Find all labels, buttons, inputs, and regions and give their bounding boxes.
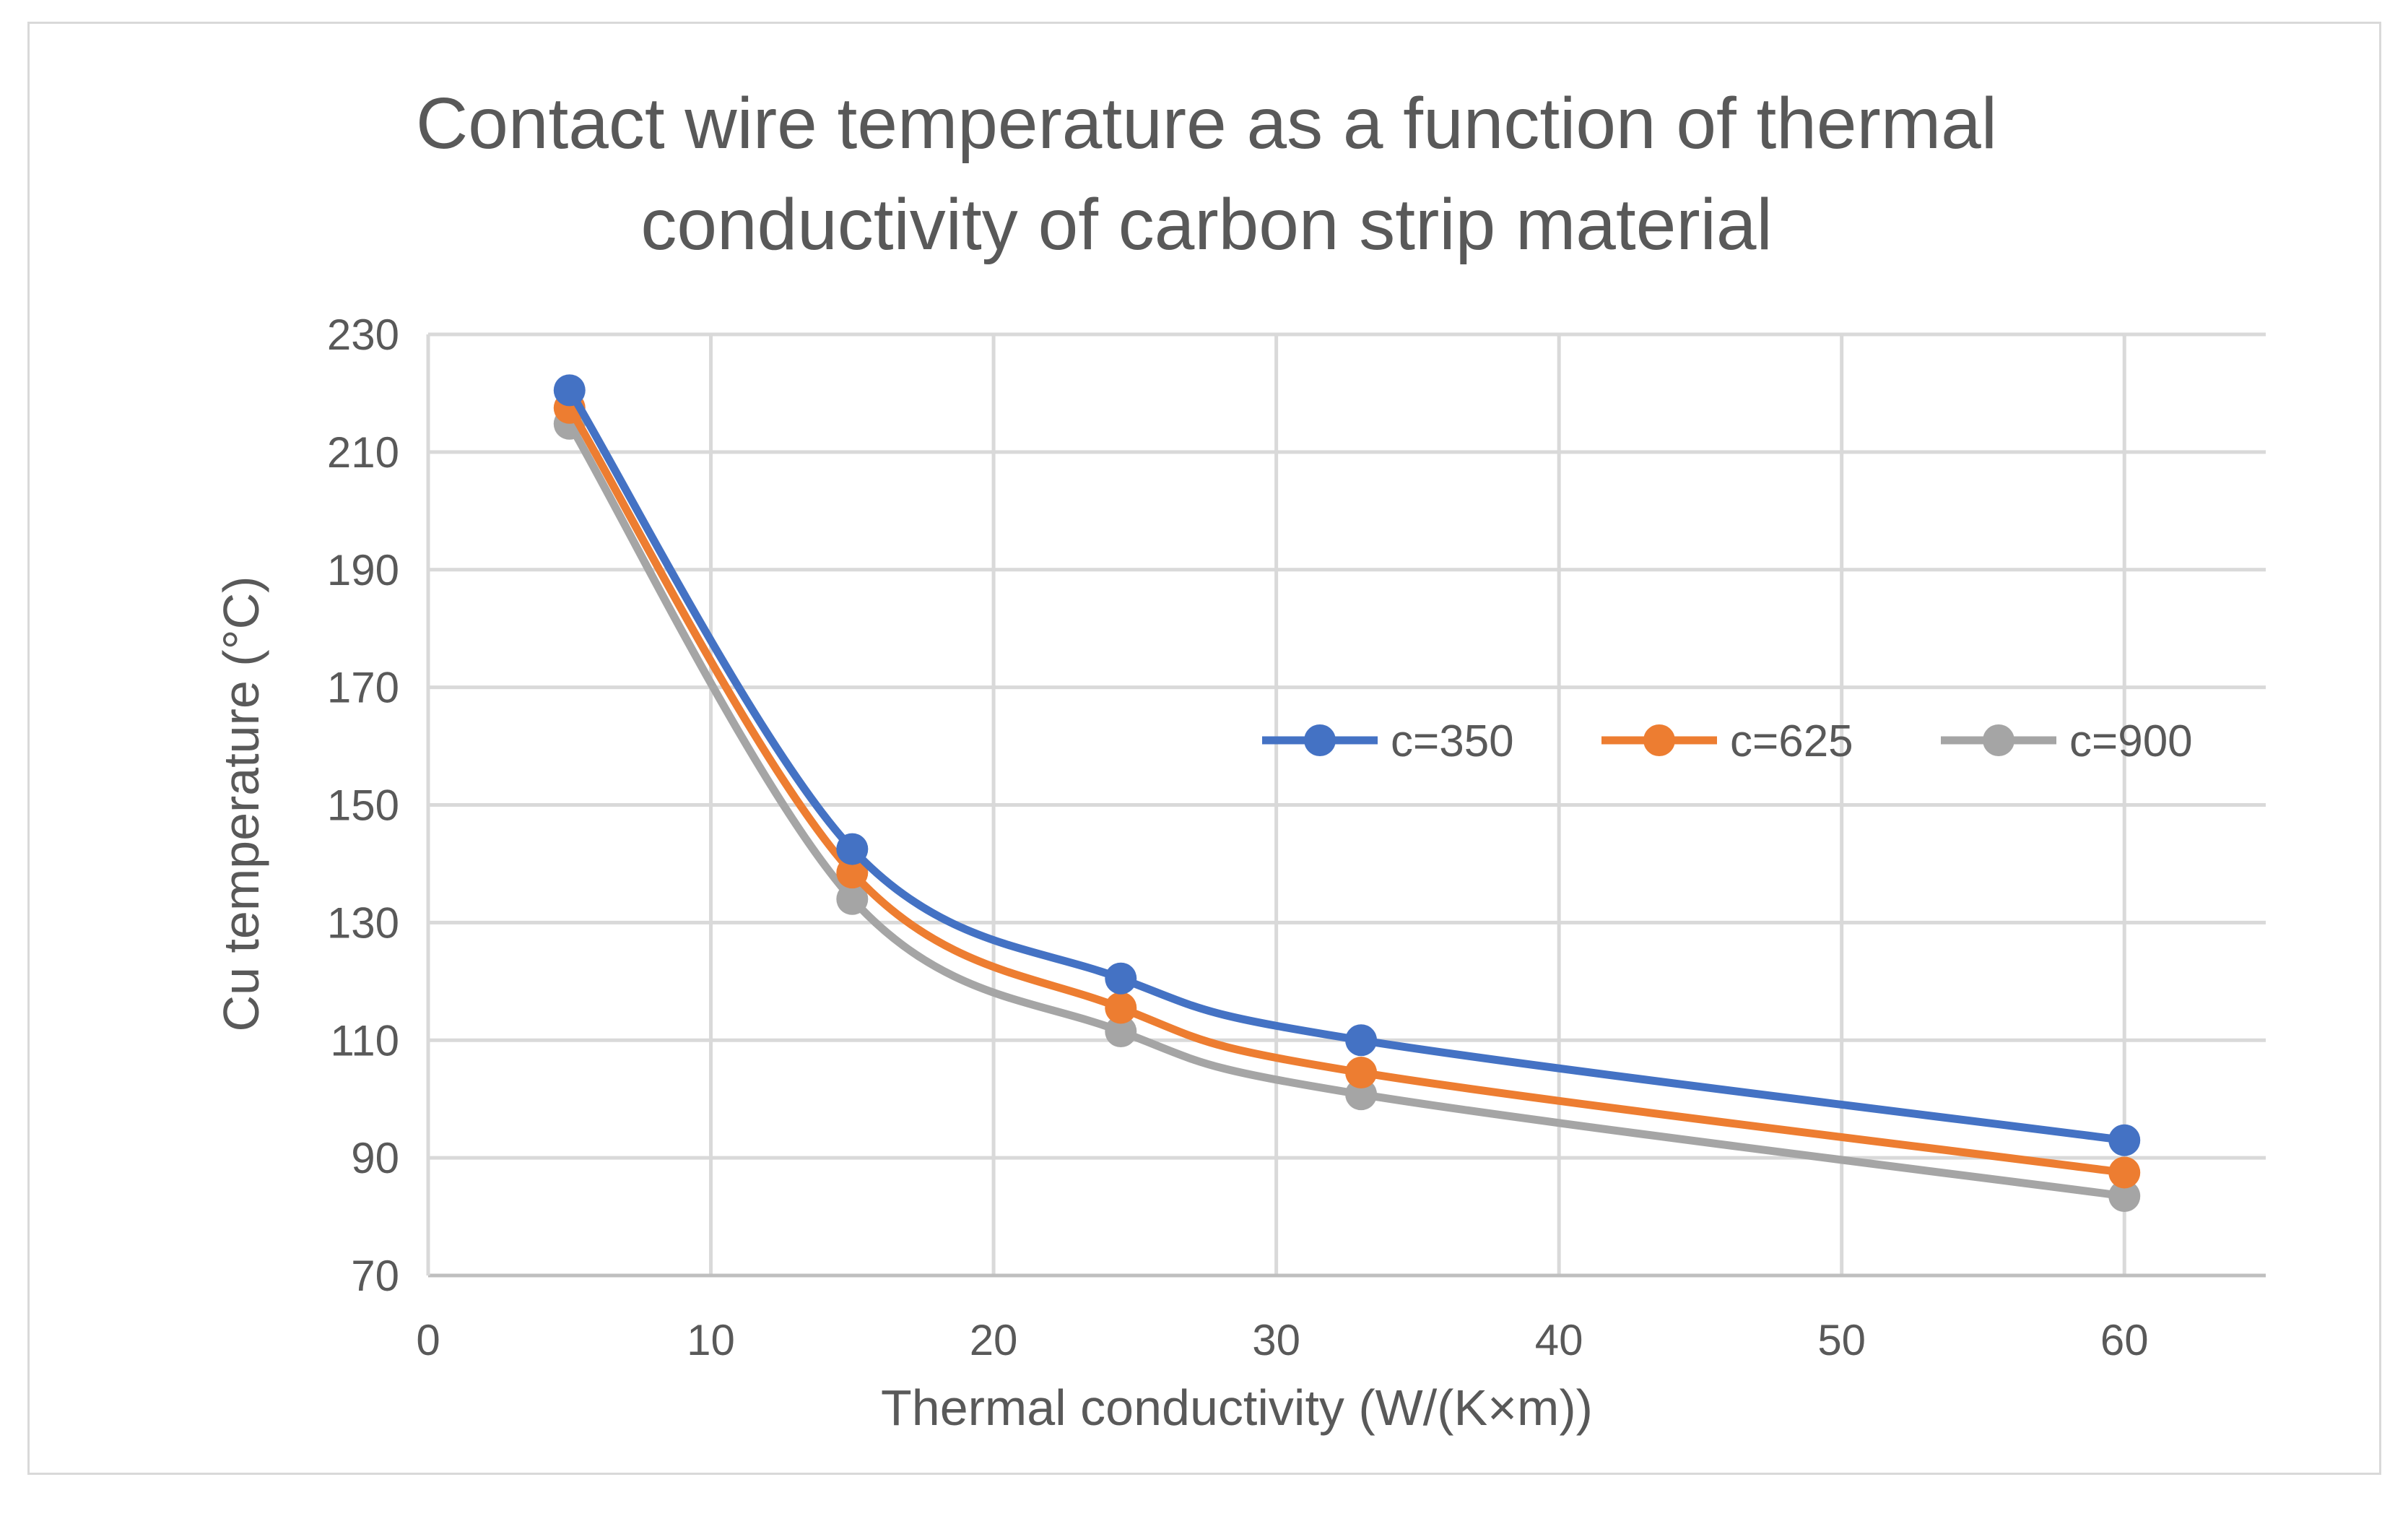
- data-point-c-625: [836, 857, 869, 889]
- y-tick-label: 170: [327, 664, 399, 712]
- y-tick-label: 110: [330, 1016, 399, 1065]
- legend-marker-c-900: [1983, 724, 2014, 756]
- x-tick-label: 50: [1817, 1316, 1866, 1364]
- data-point-c-350: [1105, 962, 1137, 995]
- y-axis-title: Cu temperature (°C): [213, 576, 269, 1032]
- data-point-c-900: [1345, 1078, 1378, 1111]
- data-point-c-350: [2108, 1124, 2141, 1156]
- chart-title-line: Contact wire temperature as a function o…: [416, 83, 1997, 164]
- y-tick-label: 210: [327, 428, 399, 477]
- data-point-c-625: [2108, 1156, 2141, 1189]
- x-tick-label: 40: [1535, 1316, 1583, 1364]
- y-tick-label: 130: [327, 898, 399, 947]
- y-tick-label: 90: [351, 1134, 399, 1182]
- chart-container: 70 90 110 130 150 170 190 210 230 0 10 20 30 40 50 60 Co…: [27, 22, 2381, 1475]
- x-tick-label: 30: [1252, 1316, 1300, 1364]
- data-point-c-900: [1105, 1015, 1137, 1048]
- series-layer: [553, 374, 2141, 1213]
- data-point-c-625: [1345, 1057, 1378, 1089]
- series-line-c-350: [565, 386, 2129, 1145]
- x-axis-title: Thermal conductivity (W/(K×m)): [881, 1379, 1593, 1436]
- text-layer: 70 90 110 130 150 170 190 210 230 0 10 20 30 40 50 60 Co…: [213, 83, 2149, 1436]
- chart-title-line: conductivity of carbon strip material: [640, 184, 1772, 265]
- x-tick-label: 10: [687, 1316, 735, 1364]
- data-point-c-900: [2108, 1180, 2141, 1213]
- data-point-c-350: [1345, 1024, 1378, 1057]
- y-tick-label: 70: [351, 1252, 399, 1300]
- legend-label-c-350: c=350: [1391, 716, 1514, 766]
- legend-marker-c-350: [1304, 724, 1336, 756]
- data-point-c-900: [836, 883, 869, 915]
- x-tick-label: 20: [970, 1316, 1018, 1364]
- legend: c=350 c=625 c=900: [1262, 716, 2193, 766]
- chart-svg: 70 90 110 130 150 170 190 210 230 0 10 20 30 40 50 60 Co…: [213, 83, 2266, 1436]
- data-point-c-350: [553, 374, 586, 407]
- y-tick-label: 150: [327, 781, 399, 830]
- y-tick-label: 230: [327, 311, 399, 359]
- legend-label-c-900: c=900: [2069, 716, 2193, 766]
- legend-label-c-625: c=625: [1730, 716, 1853, 766]
- x-tick-label: 0: [416, 1316, 440, 1364]
- grid-layer: [428, 332, 2266, 1275]
- x-tick-label: 60: [2100, 1316, 2149, 1364]
- y-tick-label: 190: [327, 546, 399, 594]
- axis-layer: [426, 334, 2266, 1278]
- data-point-c-350: [836, 833, 869, 865]
- data-point-c-625: [1105, 992, 1137, 1024]
- legend-marker-c-625: [1643, 724, 1675, 756]
